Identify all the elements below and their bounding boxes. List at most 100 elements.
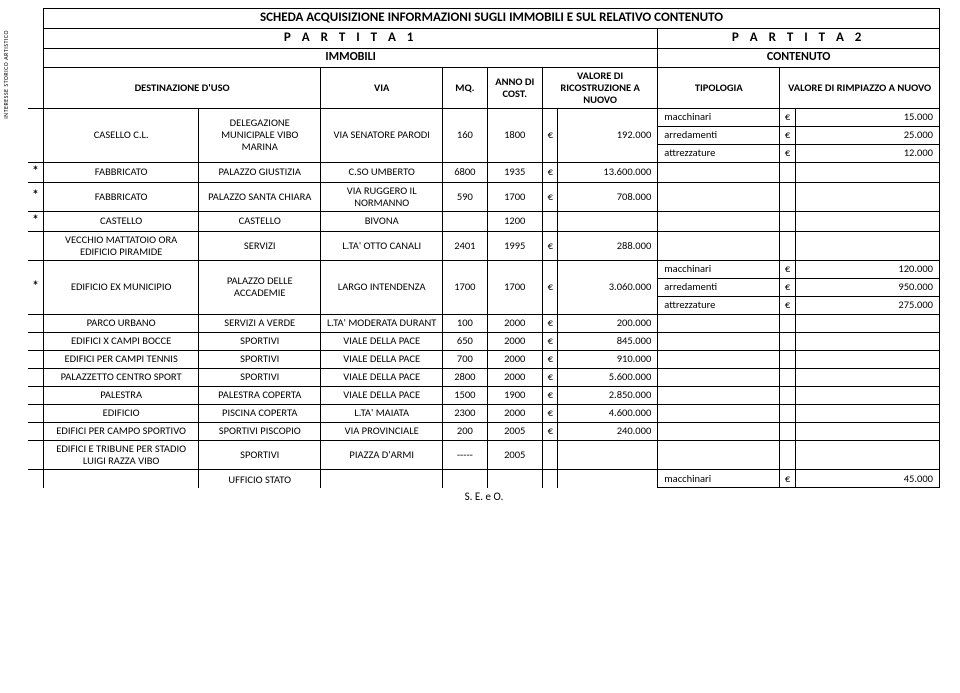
cell: L.TA' OTTO CANALI	[321, 231, 443, 260]
cell	[44, 470, 199, 488]
cell	[658, 368, 780, 386]
cell: PALAZZO GIUSTIZIA	[199, 162, 321, 182]
footer: S. E. e O.	[28, 490, 940, 503]
partita-1: P A R T I T A 1	[44, 28, 658, 48]
cell: EDIFICI E TRIBUNE PER STADIO LUIGI RAZZA…	[44, 440, 199, 469]
cell: EDIFICI PER CAMPO SPORTIVO	[44, 422, 199, 440]
cell	[795, 162, 939, 182]
cell	[658, 182, 780, 211]
cell: 1935	[487, 162, 542, 182]
cell: €	[780, 470, 796, 488]
cell: 2000	[487, 404, 542, 422]
cell: €	[542, 386, 558, 404]
cell	[28, 108, 44, 162]
title: SCHEDA ACQUISIZIONE INFORMAZIONI SUGLI I…	[44, 9, 940, 29]
cell: 200	[443, 422, 487, 440]
sub-contenuto: CONTENUTO	[658, 48, 940, 67]
cell: EDIFICI PER CAMPI TENNIS	[44, 350, 199, 368]
cell: VIALE DELLA PACE	[321, 386, 443, 404]
cell	[780, 231, 796, 260]
cell: PARCO URBANO	[44, 314, 199, 332]
cell: 2000	[487, 368, 542, 386]
cell: SPORTIVI	[199, 368, 321, 386]
cell: LARGO INTENDENZA	[321, 260, 443, 314]
cell	[658, 440, 780, 469]
cell: VIA PROVINCIALE	[321, 422, 443, 440]
cell: VIALE DELLA PACE	[321, 368, 443, 386]
cell: €	[542, 108, 558, 162]
cell	[795, 314, 939, 332]
cell: 2401	[443, 231, 487, 260]
cell: €	[780, 260, 796, 278]
cell	[28, 332, 44, 350]
cell	[28, 231, 44, 260]
cell: €	[542, 404, 558, 422]
cell	[321, 470, 443, 488]
cell	[795, 211, 939, 231]
cell	[780, 162, 796, 182]
cell	[795, 404, 939, 422]
cell: 120.000	[795, 260, 939, 278]
cell: CASELLO C.L.	[44, 108, 199, 162]
cell	[780, 386, 796, 404]
cell: 1995	[487, 231, 542, 260]
cell: 650	[443, 332, 487, 350]
cell: 2800	[443, 368, 487, 386]
cell: macchinari	[658, 108, 780, 126]
cell: 275.000	[795, 296, 939, 314]
cell	[658, 211, 780, 231]
cell	[658, 332, 780, 350]
cell	[795, 231, 939, 260]
cell: €	[780, 144, 796, 162]
cell: EDIFICIO	[44, 404, 199, 422]
cell	[658, 314, 780, 332]
cell: PALESTRA	[44, 386, 199, 404]
cell	[443, 470, 487, 488]
cell: 25.000	[795, 126, 939, 144]
cell	[795, 182, 939, 211]
cell	[780, 314, 796, 332]
cell: 708.000	[558, 182, 658, 211]
cell: EDIFICI X CAMPI BOCCE	[44, 332, 199, 350]
cell: arredamenti	[658, 126, 780, 144]
sub-immobili: IMMOBILI	[44, 48, 658, 67]
cell	[795, 368, 939, 386]
blank	[28, 48, 44, 67]
cell: 200.000	[558, 314, 658, 332]
cell	[658, 386, 780, 404]
cell	[558, 211, 658, 231]
cell: 1800	[487, 108, 542, 162]
cell: 2005	[487, 440, 542, 469]
cell	[795, 422, 939, 440]
cell: PALAZZO DELLE ACCADEMIE	[199, 260, 321, 314]
hdr-dest: DESTINAZIONE D'USO	[44, 67, 321, 108]
cell: 288.000	[558, 231, 658, 260]
cell: FABBRICATO	[44, 182, 199, 211]
hdr-valore: VALORE DI RICOSTRUZIONE A NUOVO	[542, 67, 657, 108]
cell: €	[780, 296, 796, 314]
blank	[28, 9, 44, 29]
cell: macchinari	[658, 260, 780, 278]
cell: SPORTIVI	[199, 440, 321, 469]
cell: SERVIZI A VERDE	[199, 314, 321, 332]
cell: VECCHIO MATTATOIO ORA EDIFICIO PIRAMIDE	[44, 231, 199, 260]
cell: CASTELLO	[199, 211, 321, 231]
cell: 5.600.000	[558, 368, 658, 386]
cell	[28, 314, 44, 332]
cell	[443, 211, 487, 231]
cell: €	[542, 182, 558, 211]
cell: 1200	[487, 211, 542, 231]
cell: SERVIZI	[199, 231, 321, 260]
cell	[542, 440, 558, 469]
cell: FABBRICATO	[44, 162, 199, 182]
vertical-label: INTERESSE STORICO ARTISTICO	[2, 30, 10, 119]
cell: 13.600.000	[558, 162, 658, 182]
cell	[542, 470, 558, 488]
cell	[780, 440, 796, 469]
cell: VIALE DELLA PACE	[321, 350, 443, 368]
cell: 910.000	[558, 350, 658, 368]
cell: 845.000	[558, 332, 658, 350]
cell: *	[28, 211, 44, 231]
cell: 6800	[443, 162, 487, 182]
cell: PALAZZO SANTA CHIARA	[199, 182, 321, 211]
